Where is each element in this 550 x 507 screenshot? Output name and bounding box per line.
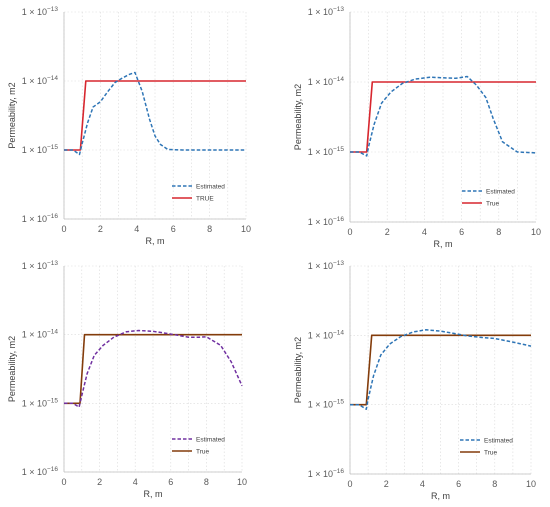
y-tick-base: 1 × 10 (22, 76, 47, 86)
chart-panel-2: 1 × 10−161 × 10−151 × 10−141 × 10−130 2 4 6… (293, 6, 541, 249)
y-tick-label: 1 × 10−16 (308, 468, 345, 479)
y-tick-exponent: −15 (47, 397, 58, 404)
y-tick-exponent: −15 (333, 146, 344, 153)
x-tick-label: 10 (241, 224, 251, 234)
x-tick-label: 0 (61, 224, 66, 234)
x-tick-label: 6 (456, 479, 461, 489)
y-axis-label: Permeability, m2 (7, 82, 17, 148)
y-tick-base: 1 × 10 (308, 400, 333, 410)
y-tick-base: 1 × 10 (308, 217, 333, 227)
y-tick-label: 1 × 10−15 (22, 397, 59, 408)
x-tick-label: 0 (347, 227, 352, 237)
legend-label-estimated: Estimated (196, 183, 225, 190)
legend-label-true: True (486, 200, 500, 207)
x-tick-label: 6 (171, 224, 176, 234)
x-tick-label: 2 (385, 227, 390, 237)
series-line-estimated (64, 71, 246, 156)
y-tick-exponent: −14 (333, 76, 344, 83)
y-tick-label: 1 × 10−16 (308, 216, 345, 227)
y-tick-label: 1 × 10−16 (22, 213, 59, 224)
y-tick-label: 1 × 10−13 (22, 260, 59, 271)
y-tick-base: 1 × 10 (22, 145, 47, 155)
y-tick-label: 1 × 10−14 (308, 76, 345, 87)
x-tick-label: 4 (420, 479, 425, 489)
series-line-true (64, 80, 246, 151)
y-tick-base: 1 × 10 (22, 214, 47, 224)
x-tick-label: 10 (237, 477, 247, 487)
x-tick-label: 6 (459, 227, 464, 237)
y-tick-exponent: −13 (333, 6, 344, 13)
chart-panel-4: 1 × 10−161 × 10−151 × 10−141 × 10−130 2 4 6… (293, 260, 536, 501)
x-axis-label: R, m (144, 489, 163, 499)
y-tick-exponent: −16 (333, 216, 344, 223)
y-tick-exponent: −13 (47, 6, 58, 13)
y-tick-label: 1 × 10−15 (22, 144, 59, 155)
y-tick-base: 1 × 10 (22, 330, 47, 340)
y-tick-exponent: −14 (47, 75, 58, 82)
x-axis-label: R, m (146, 236, 165, 246)
y-tick-base: 1 × 10 (308, 77, 333, 87)
y-tick-exponent: −13 (333, 260, 344, 267)
x-axis-label: R, m (431, 491, 450, 501)
x-tick-label: 4 (133, 477, 138, 487)
y-tick-base: 1 × 10 (22, 261, 47, 271)
legend-label-estimated: Estimated (486, 188, 515, 195)
y-axis-label: Permeability, m2 (7, 336, 17, 402)
series-line-true (350, 334, 531, 406)
y-tick-base: 1 × 10 (308, 147, 333, 157)
chart-panel-1: 1 × 10−161 × 10−151 × 10−141 × 10−130 2 4 6… (7, 6, 251, 246)
y-tick-exponent: −16 (47, 213, 58, 220)
y-tick-exponent: −14 (333, 329, 344, 336)
y-tick-exponent: −15 (333, 399, 344, 406)
x-tick-label: 4 (422, 227, 427, 237)
y-tick-label: 1 × 10−15 (308, 399, 345, 410)
y-tick-label: 1 × 10−14 (22, 75, 59, 86)
x-tick-label: 0 (347, 479, 352, 489)
y-tick-label: 1 × 10−15 (308, 146, 345, 157)
y-tick-exponent: −16 (47, 466, 58, 473)
y-tick-label: 1 × 10−13 (308, 6, 345, 17)
legend-label-true: TRUE (196, 195, 214, 202)
y-tick-label: 1 × 10−13 (308, 260, 345, 271)
x-tick-label: 2 (384, 479, 389, 489)
x-tick-label: 8 (492, 479, 497, 489)
x-tick-label: 10 (531, 227, 541, 237)
legend-label-true: True (484, 449, 498, 456)
y-tick-base: 1 × 10 (308, 7, 333, 17)
y-tick-label: 1 × 10−13 (22, 6, 59, 17)
y-tick-base: 1 × 10 (308, 330, 333, 340)
x-tick-label: 8 (204, 477, 209, 487)
x-axis-label: R, m (434, 239, 453, 249)
y-tick-base: 1 × 10 (22, 398, 47, 408)
y-tick-base: 1 × 10 (22, 7, 47, 17)
x-tick-label: 8 (496, 227, 501, 237)
y-tick-exponent: −16 (333, 468, 344, 475)
x-tick-label: 6 (168, 477, 173, 487)
x-tick-label: 2 (97, 477, 102, 487)
series-line-estimated (64, 329, 243, 408)
x-tick-label: 8 (207, 224, 212, 234)
y-axis-label: Permeability, m2 (293, 337, 303, 403)
legend-label-true: True (196, 448, 210, 455)
y-tick-exponent: −13 (47, 260, 58, 267)
series-line-estimated (350, 75, 537, 157)
y-tick-label: 1 × 10−14 (22, 329, 59, 340)
series-line-estimated (350, 329, 532, 410)
y-tick-base: 1 × 10 (308, 261, 333, 271)
y-tick-exponent: −15 (47, 144, 58, 151)
y-tick-label: 1 × 10−16 (22, 466, 59, 477)
x-tick-label: 0 (61, 477, 66, 487)
legend-label-estimated: Estimated (196, 436, 225, 443)
y-tick-base: 1 × 10 (308, 469, 333, 479)
y-tick-exponent: −14 (47, 329, 58, 336)
y-tick-label: 1 × 10−14 (308, 329, 345, 340)
legend-label-estimated: Estimated (484, 437, 513, 444)
chart-panel-3: 1 × 10−161 × 10−151 × 10−141 × 10−130 2 4 6… (7, 260, 247, 499)
x-tick-label: 10 (526, 479, 536, 489)
y-axis-label: Permeability, m2 (293, 84, 303, 150)
x-tick-label: 2 (98, 224, 103, 234)
x-tick-label: 4 (134, 224, 139, 234)
y-tick-base: 1 × 10 (22, 467, 47, 477)
